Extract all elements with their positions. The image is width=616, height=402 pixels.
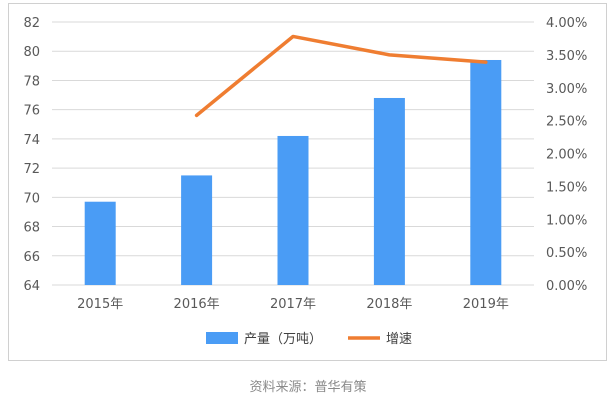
legend-swatch-bar: [206, 332, 238, 344]
y-right-tick-label: 1.50%: [546, 180, 587, 195]
y-right-tick-label: 3.50%: [546, 49, 587, 64]
source-note: 资料来源：普华有策: [249, 380, 367, 395]
x-tick-label: 2019年: [463, 297, 509, 312]
growth-point: [291, 34, 295, 38]
x-tick-label: 2016年: [174, 297, 220, 312]
legend-label-line: 增速: [386, 332, 412, 347]
y-right-tick-label: 2.00%: [546, 148, 587, 163]
bar: [181, 175, 213, 285]
y-right-tick-label: 2.50%: [546, 115, 587, 130]
y-left-tick-label: 82: [23, 16, 40, 31]
y-left-tick-label: 68: [23, 221, 40, 236]
bar: [470, 59, 502, 285]
growth-point: [195, 113, 199, 117]
growth-point: [387, 53, 391, 57]
y-left-tick-label: 76: [23, 104, 40, 119]
y-left-tick-label: 64: [23, 279, 40, 294]
y-left-tick-label: 80: [23, 45, 40, 60]
x-tick-label: 2018年: [366, 297, 412, 312]
y-right-tick-label: 3.00%: [546, 82, 587, 97]
growth-point: [484, 60, 488, 64]
y-left-tick-label: 70: [23, 191, 40, 206]
x-tick-label: 2015年: [77, 297, 123, 312]
x-tick-label: 2017年: [270, 297, 316, 312]
y-right-tick-label: 1.00%: [546, 213, 587, 228]
y-left-tick-label: 78: [23, 74, 40, 89]
growth-line: [194, 34, 488, 118]
y-left-tick-label: 66: [23, 250, 40, 265]
y-left-tick-label: 72: [23, 162, 40, 177]
legend-label-bar: 产量（万吨）: [244, 332, 322, 347]
y-right-tick-label: 0.50%: [546, 246, 587, 261]
bar: [84, 201, 116, 285]
y-right-tick-label: 0.00%: [546, 279, 587, 294]
bar: [277, 135, 309, 285]
y-left-tick-label: 74: [23, 133, 40, 148]
y-right-tick-label: 4.00%: [546, 16, 587, 31]
bar: [373, 97, 405, 285]
